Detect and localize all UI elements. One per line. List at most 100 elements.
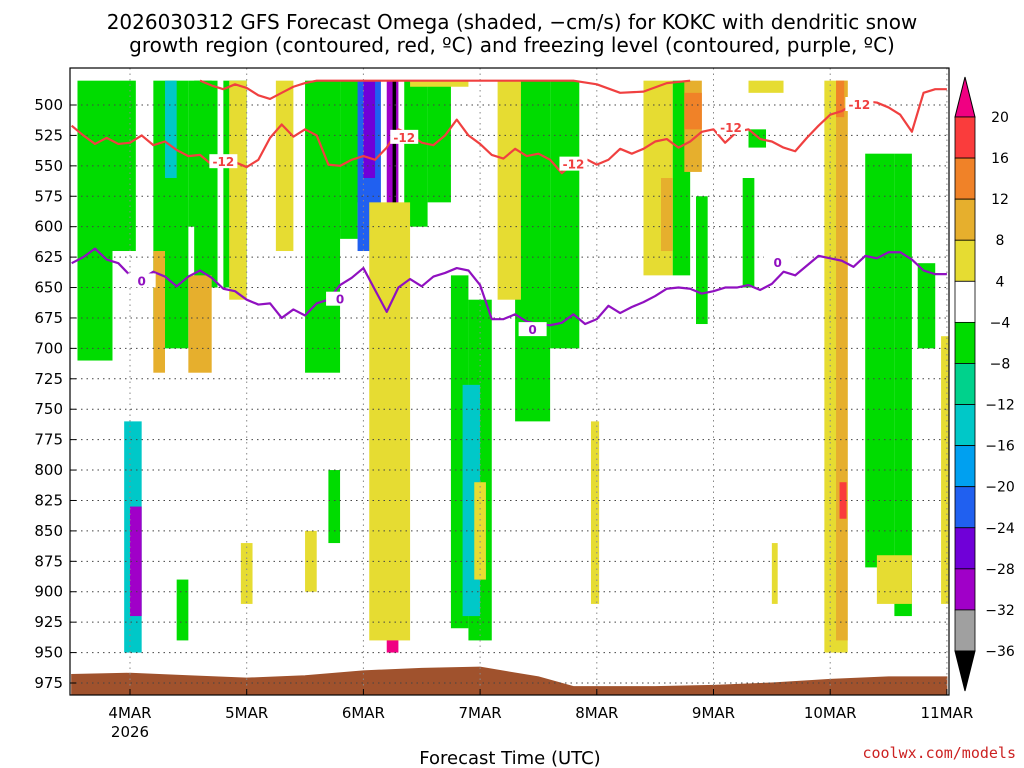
- omega-cell: [369, 202, 411, 641]
- y-tick-label: 975: [34, 674, 63, 692]
- omega-cell: [112, 80, 136, 252]
- y-tick-label: 825: [34, 491, 63, 509]
- colorbar-segment: [954, 609, 976, 652]
- y-tick-label: 575: [34, 187, 63, 205]
- omega-cell: [836, 80, 845, 118]
- colorbar-segment: [954, 486, 976, 529]
- contour-label-bg: [845, 97, 874, 111]
- omega-cell: [917, 263, 936, 349]
- omega-cell: [695, 196, 708, 325]
- omega-cell: [660, 178, 673, 252]
- contour-label: -12: [563, 158, 585, 172]
- omega-cell: [771, 543, 778, 604]
- omega-cell: [392, 80, 397, 215]
- omega-cell: [748, 80, 784, 93]
- y-tick-label: 675: [34, 309, 63, 327]
- omega-cell: [130, 506, 142, 617]
- colorbar-label: 8: [996, 233, 1005, 249]
- contour-label-bg: [326, 291, 355, 306]
- colorbar-label: −36: [985, 644, 1015, 660]
- contour-line: [71, 247, 947, 327]
- omega-cell: [404, 80, 428, 227]
- y-tick-label: 800: [34, 461, 63, 479]
- y-tick-label: 900: [34, 583, 63, 601]
- omega-cell: [550, 80, 580, 349]
- colorbar-segment: [954, 116, 976, 159]
- y-tick-label: 650: [34, 279, 63, 297]
- credit-link[interactable]: coolwx.com/models: [862, 744, 1016, 762]
- y-tick-label: 850: [34, 522, 63, 540]
- contour-label: 0: [528, 323, 536, 337]
- colorbar-label: −12: [985, 398, 1015, 414]
- colorbar-segment: [954, 198, 976, 241]
- colorbar-segment: [954, 568, 976, 611]
- colorbar-label: 20: [991, 110, 1009, 126]
- colorbar-label: −28: [985, 562, 1015, 578]
- colorbar-bottom-arrow: [954, 650, 976, 692]
- x-tick-label: 8MAR: [575, 704, 618, 722]
- omega-cell: [77, 80, 113, 361]
- colorbar-label: −20: [985, 480, 1015, 496]
- contour-label: -12: [720, 121, 742, 135]
- terrain-surface: [71, 666, 948, 695]
- x-tick-label: 5MAR: [225, 704, 268, 722]
- colorbar-segment: [954, 280, 976, 323]
- omega-cell: [153, 251, 166, 373]
- contour-label: -12: [849, 98, 871, 112]
- colorbar: 20 16 12 8 4 −4 −8 −12 −16 −20 −24 −28 −32 −36: [954, 76, 1015, 692]
- x-axis-label: Forecast Time (UTC): [419, 748, 600, 768]
- grid-layer: [70, 68, 949, 695]
- x-axis: 4MAR 5MAR 6MAR 7MAR 8MAR 9MAR 10MAR 11MAR: [108, 689, 973, 722]
- y-tick-label: 600: [34, 218, 63, 236]
- y-tick-label: 500: [34, 96, 63, 114]
- colorbar-label: −4: [990, 315, 1011, 331]
- contour-label-bg: [518, 322, 547, 337]
- omega-cell: [865, 153, 895, 568]
- omega-cell: [894, 153, 912, 617]
- colorbar-segment: [954, 363, 976, 405]
- x-tick-label: 11MAR: [921, 704, 974, 722]
- colorbar-label: −8: [990, 356, 1011, 372]
- colorbar-segment: [954, 239, 976, 282]
- y-axis: 500 525 550 575 600 625 650 675 700 725 750 775 800 8…: [34, 96, 76, 692]
- y-tick-label: 750: [34, 400, 63, 418]
- y-tick-label: 525: [34, 126, 63, 144]
- contour-label-bg: [390, 129, 419, 144]
- omega-cell: [188, 275, 212, 373]
- contour-label: 0: [336, 293, 344, 307]
- omega-cell: [836, 80, 848, 641]
- x-tick-label: 10MAR: [804, 704, 857, 722]
- chart-title-line1: 2026030312 GFS Forecast Omega (shaded, −…: [107, 10, 918, 34]
- colorbar-segment: [954, 321, 976, 364]
- x-tick-label: 4MAR: [108, 704, 151, 722]
- y-tick-label: 875: [34, 552, 63, 570]
- y-tick-label: 925: [34, 613, 63, 631]
- omega-cell: [876, 555, 912, 604]
- y-tick-label: 775: [34, 431, 63, 449]
- contour-label-bg: [763, 255, 792, 270]
- contour-label: -12: [213, 155, 235, 169]
- omega-shading-layer: [77, 80, 949, 653]
- chart-title-line2: growth region (contoured, red, ºC) and f…: [129, 33, 895, 57]
- omega-cell: [410, 80, 469, 87]
- omega-cell: [328, 470, 341, 544]
- colorbar-label: −32: [985, 603, 1015, 619]
- contour-label: 0: [774, 256, 782, 270]
- y-tick-label: 625: [34, 248, 63, 266]
- colorbar-label: 16: [991, 151, 1009, 167]
- contour-label: 0: [137, 274, 145, 288]
- y-tick-label: 700: [34, 339, 63, 357]
- colorbar-label: −24: [985, 521, 1015, 537]
- omega-cell: [176, 579, 189, 641]
- y-tick-label: 725: [34, 370, 63, 388]
- plot-frame: [69, 67, 950, 696]
- omega-cell: [839, 482, 847, 519]
- contour-label: -12: [393, 131, 415, 145]
- omega-cell: [305, 530, 317, 592]
- contour-layer: -12 -12 -12 -12 -12 0 0 0 0: [70, 79, 947, 337]
- omega-cell: [240, 543, 253, 604]
- y-tick-label: 550: [34, 157, 63, 175]
- colorbar-label: 12: [991, 192, 1009, 208]
- omega-cell: [684, 92, 702, 130]
